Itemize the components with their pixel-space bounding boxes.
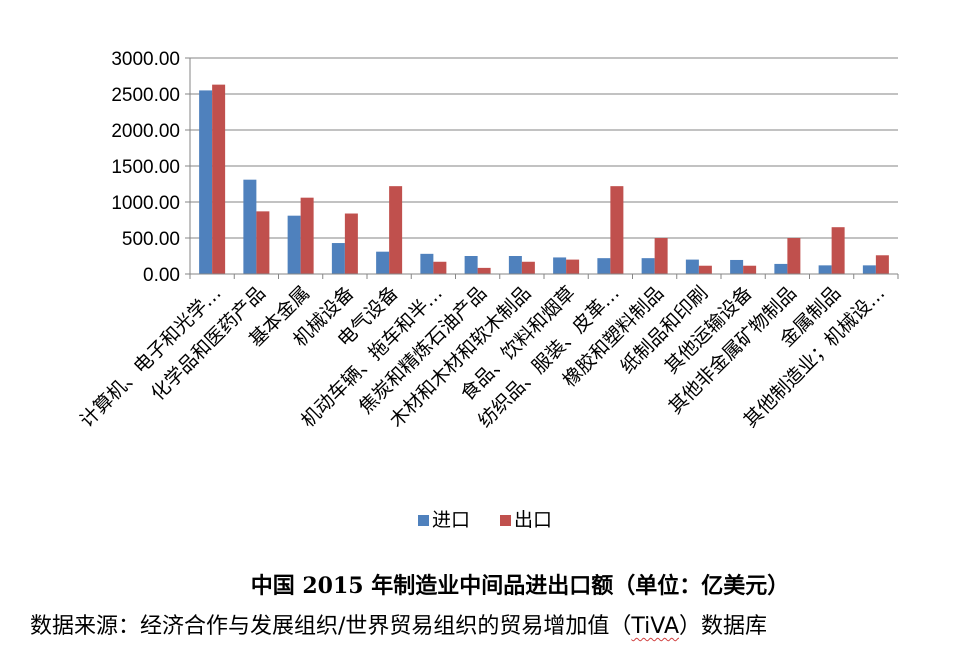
export-bar <box>610 186 624 274</box>
export-bar <box>875 255 889 274</box>
export-bar <box>743 265 757 274</box>
export-bar <box>566 259 580 274</box>
y-tick-label: 1000.00 <box>111 193 180 214</box>
category-labels: 计算机、电子和光学…化学品和医药产品基本金属机械设备电气设备机动车辆、拖车和半…… <box>76 282 890 432</box>
import-bar <box>730 259 744 274</box>
bars <box>199 84 889 275</box>
y-tick-label: 0.00 <box>143 265 180 286</box>
import-bar <box>508 256 522 274</box>
import-bar <box>243 179 257 274</box>
import-bar <box>641 258 655 274</box>
import-bar <box>331 243 345 274</box>
chart-title: 中国 2015 年制造业中间品进出口额（单位：亿美元） <box>250 573 790 599</box>
export-bar <box>521 261 535 274</box>
export-bar <box>344 213 358 274</box>
y-tick-label: 1500.00 <box>111 157 180 178</box>
legend-label-import: 进口 <box>432 509 470 531</box>
export-bar <box>787 238 801 274</box>
y-tick-label: 2500.00 <box>111 85 180 106</box>
gridlines <box>190 57 898 239</box>
y-tick-label: 3000.00 <box>111 49 180 70</box>
y-tick-labels: 0.00 500.00 1000.00 1500.00 2000.00 2500.00 30… <box>111 49 180 286</box>
import-bar <box>685 259 699 274</box>
export-bar <box>698 265 712 274</box>
source-highlight: TiVA <box>631 614 679 639</box>
import-bar <box>862 265 876 274</box>
source-prefix: 数据来源：经济合作与发展组织/世界贸易组织的贸易增加值（ <box>30 614 632 639</box>
data-source-note: 数据来源：经济合作与发展组织/世界贸易组织的贸易增加值（TiVA）数据库 <box>30 608 980 640</box>
import-bar <box>597 258 611 274</box>
export-bar <box>654 238 668 274</box>
import-bar <box>199 90 213 275</box>
export-bar <box>212 84 226 274</box>
y-tick-label: 500.00 <box>122 229 180 250</box>
legend-label-export: 出口 <box>514 509 552 531</box>
import-bar <box>420 253 434 274</box>
y-tick-label: 2000.00 <box>111 121 180 142</box>
axes <box>185 57 899 279</box>
export-bar <box>256 211 270 274</box>
legend: 进口 出口 <box>418 509 552 531</box>
import-bar <box>774 263 788 274</box>
import-bar <box>376 251 390 274</box>
legend-swatch-export <box>500 515 511 526</box>
legend-swatch-import <box>418 515 429 526</box>
import-bar <box>464 256 478 274</box>
export-bar <box>831 227 845 274</box>
import-bar <box>818 265 832 274</box>
export-bar <box>477 267 491 274</box>
export-bar <box>389 186 403 274</box>
export-bar <box>300 197 314 274</box>
import-bar <box>553 257 567 274</box>
export-bar <box>433 261 447 274</box>
source-suffix: ）数据库 <box>679 614 768 639</box>
import-bar <box>287 215 301 274</box>
